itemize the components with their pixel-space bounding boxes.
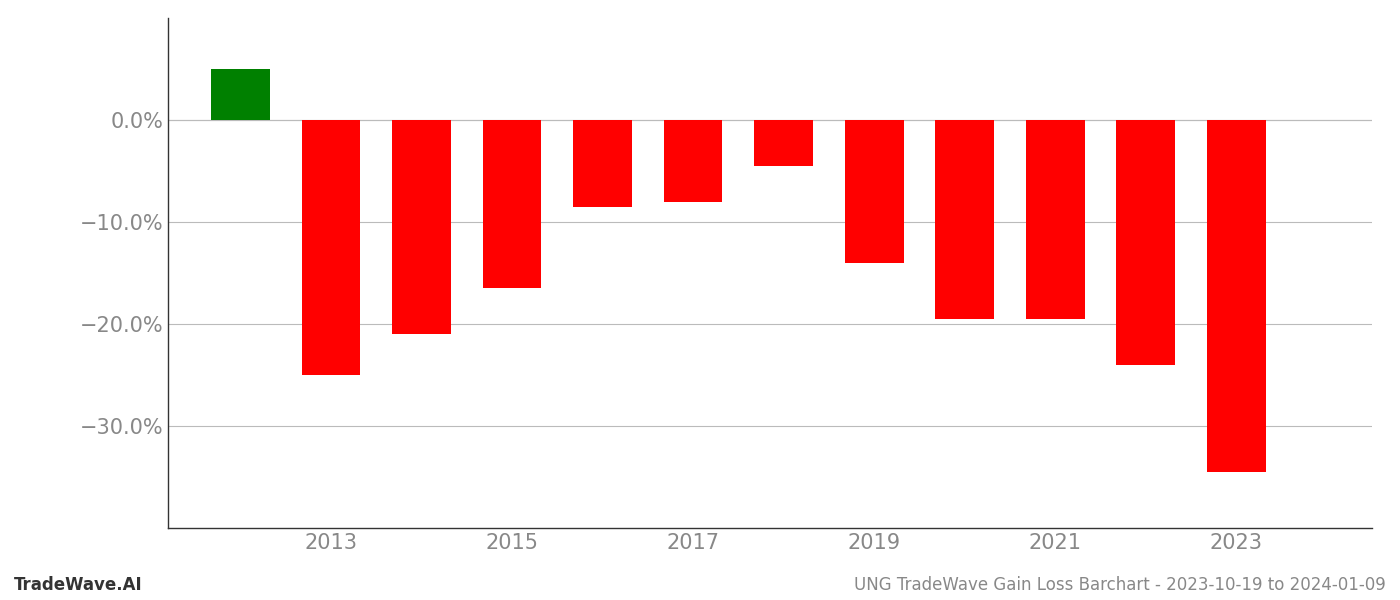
Bar	[1207, 120, 1266, 472]
Bar	[755, 120, 813, 166]
Bar	[664, 120, 722, 202]
Bar	[211, 69, 270, 120]
Bar	[844, 120, 903, 263]
Bar	[935, 120, 994, 319]
Bar	[392, 120, 451, 334]
Text: TradeWave.AI: TradeWave.AI	[14, 576, 143, 594]
Bar	[573, 120, 631, 206]
Bar	[483, 120, 542, 289]
Bar	[1116, 120, 1175, 365]
Bar	[1026, 120, 1085, 319]
Text: UNG TradeWave Gain Loss Barchart - 2023-10-19 to 2024-01-09: UNG TradeWave Gain Loss Barchart - 2023-…	[854, 576, 1386, 594]
Bar	[301, 120, 360, 375]
